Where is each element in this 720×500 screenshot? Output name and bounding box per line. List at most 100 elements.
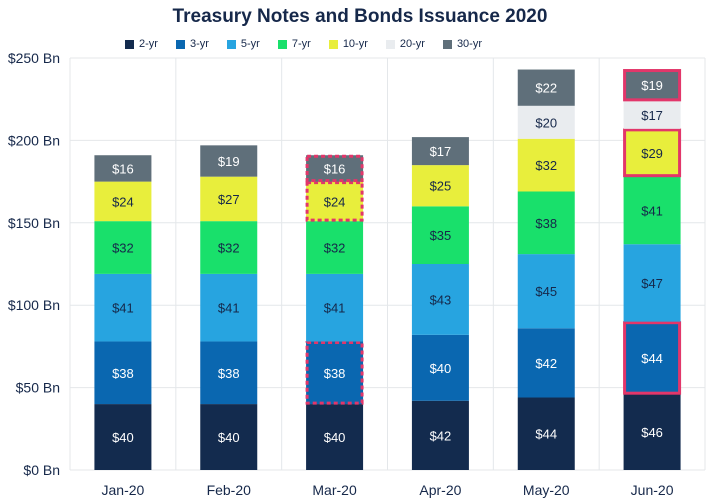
data-label: $20 <box>535 115 557 130</box>
bar-segment <box>94 404 152 470</box>
bar-segment <box>306 221 364 274</box>
bar-segment <box>623 100 681 129</box>
y-tick-label: $200 Bn <box>8 132 60 148</box>
data-label: $47 <box>641 276 663 291</box>
bar-segment <box>200 273 258 342</box>
bar-segment <box>623 69 681 101</box>
data-label: $27 <box>218 192 240 207</box>
data-label: $32 <box>112 241 134 256</box>
bar-segment <box>200 145 258 177</box>
data-label: $16 <box>324 161 346 176</box>
bar-segment <box>411 165 469 207</box>
bar-stack-jun-20: $46 $44 $47 $41 $29 $17 $19 <box>623 69 682 470</box>
data-label: $22 <box>535 81 557 96</box>
bar-segment <box>411 264 469 335</box>
highlight-box <box>623 321 682 395</box>
data-label: $38 <box>218 366 240 381</box>
legend-label: 7-yr <box>291 38 311 50</box>
legend-label: 3-yr <box>189 38 209 50</box>
chart-legend: 2-yr 3-yr 5-yr 7-yr 10-yr 20-yr 30-yr <box>125 38 482 50</box>
data-label: $46 <box>641 425 663 440</box>
x-tick-label: May-20 <box>523 482 570 498</box>
data-label: $32 <box>535 158 557 173</box>
highlight-box <box>623 128 682 178</box>
data-label: $43 <box>430 292 452 307</box>
bar-segment <box>94 155 152 182</box>
bar-stack-mar-20: $40 $38 $41 $32 $24 $16 <box>305 154 364 470</box>
data-label: $40 <box>112 430 134 445</box>
legend-swatch <box>226 39 236 49</box>
bar-segment <box>623 176 681 245</box>
bar-segment <box>623 394 681 470</box>
legend-label: 2-yr <box>139 38 158 50</box>
y-tick-label: $50 Bn <box>16 380 60 396</box>
data-label: $41 <box>112 301 134 316</box>
bar-segment <box>517 191 575 255</box>
bar-segment <box>306 273 364 342</box>
bar-segment <box>623 244 681 322</box>
data-label: $19 <box>641 78 663 93</box>
bar-segment <box>200 176 258 222</box>
y-tick-label: $0 Bn <box>23 462 60 478</box>
data-label: $24 <box>112 194 134 209</box>
highlight-box <box>623 69 682 102</box>
highlight-box <box>305 340 364 405</box>
bar-segment <box>411 206 469 264</box>
legend-item: 7-yr <box>277 38 311 50</box>
data-label: $38 <box>535 216 557 231</box>
legend-item: 30-yr <box>442 38 482 50</box>
bar-stack-may-20: $44 $42 $45 $38 $32 $20 $22 <box>517 69 575 470</box>
bar-segment <box>94 221 152 274</box>
legend-item: 2-yr <box>125 38 158 50</box>
bar-segment <box>200 404 258 470</box>
legend-label: 10-yr <box>342 38 368 50</box>
data-label: $41 <box>641 203 663 218</box>
bar-stack-feb-20: $40 $38 $41 $32 $27 $19 <box>200 145 258 470</box>
data-label: $44 <box>641 351 663 366</box>
highlight-box <box>305 181 364 222</box>
bar-segment <box>517 254 575 329</box>
bar-segment <box>411 334 469 401</box>
legend-label: 30-yr <box>456 38 482 50</box>
x-tick-label: Mar-20 <box>312 482 357 498</box>
y-tick-label: $100 Bn <box>8 297 60 313</box>
bar-segment <box>623 321 681 395</box>
data-label: $38 <box>324 366 346 381</box>
legend-label: 5-yr <box>240 38 260 50</box>
highlight-box <box>305 154 364 183</box>
x-tick-label: Jun-20 <box>631 482 674 498</box>
bar-segment <box>94 181 152 222</box>
bar-segment <box>306 341 364 405</box>
bar-segment <box>200 341 258 405</box>
legend-swatch <box>385 39 395 49</box>
bar-segment <box>94 341 152 405</box>
bar-segment <box>517 138 575 192</box>
bar-segment <box>517 397 575 470</box>
bar-segment <box>306 155 364 182</box>
bar-segment <box>517 69 575 106</box>
data-label: $17 <box>430 144 452 159</box>
bar-stack-apr-20: $42 $40 $43 $35 $25 $17 <box>411 137 469 470</box>
bar-segment <box>411 137 469 166</box>
data-label: $29 <box>641 146 663 161</box>
bar-segment <box>517 105 575 139</box>
bar-segment <box>306 404 364 470</box>
legend-item: 3-yr <box>175 38 209 50</box>
x-tick-label: Feb-20 <box>207 482 252 498</box>
legend-item: 5-yr <box>226 38 260 50</box>
data-label: $35 <box>430 228 452 243</box>
y-tick-label: $150 Bn <box>8 215 60 231</box>
bar-segment <box>411 400 469 470</box>
data-label: $40 <box>218 430 240 445</box>
legend-swatch <box>277 39 287 49</box>
legend-swatch <box>328 39 338 49</box>
data-label: $24 <box>324 194 346 209</box>
data-label: $17 <box>641 108 663 123</box>
data-label: $40 <box>324 430 346 445</box>
data-label: $42 <box>535 356 557 371</box>
chart-title: Treasury Notes and Bonds Issuance 2020 <box>172 6 548 27</box>
bar-segment <box>517 328 575 398</box>
bar-segment <box>623 128 681 177</box>
data-label: $44 <box>535 427 557 442</box>
